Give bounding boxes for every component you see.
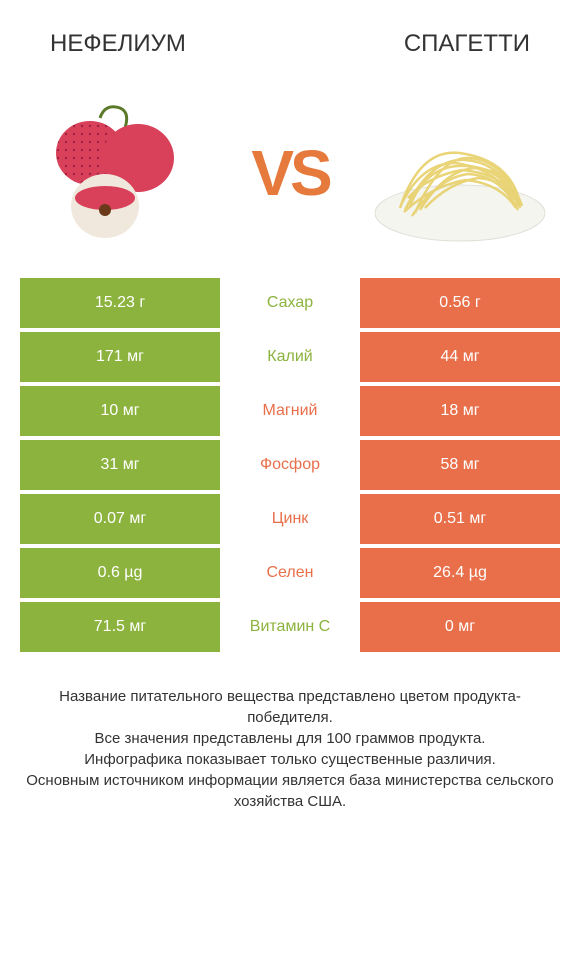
left-value-cell: 31 мг xyxy=(20,440,220,490)
comparison-row: 0.6 µgСелен26.4 µg xyxy=(20,548,560,598)
comparison-row: 31 мгФосфор58 мг xyxy=(20,440,560,490)
right-product-title: СПАГЕТТИ xyxy=(404,30,530,58)
vs-label: VS xyxy=(251,136,328,210)
footer-line-3: Инфографика показывает только существенн… xyxy=(20,749,560,770)
footer-line-4: Основным источником информации является … xyxy=(20,770,560,812)
right-value-cell: 0.56 г xyxy=(360,278,560,328)
comparison-table: 15.23 гСахар0.56 г171 мгКалий44 мг10 мгМ… xyxy=(0,278,580,652)
right-value-cell: 18 мг xyxy=(360,386,560,436)
right-value-cell: 26.4 µg xyxy=(360,548,560,598)
nutrient-label: Магний xyxy=(220,386,360,436)
nutrient-label: Цинк xyxy=(220,494,360,544)
footer-line-2: Все значения представлены для 100 граммо… xyxy=(20,728,560,749)
nutrient-label: Сахар xyxy=(220,278,360,328)
left-value-cell: 10 мг xyxy=(20,386,220,436)
header: НЕФЕЛИУМ СПАГЕТТИ xyxy=(0,0,580,68)
left-value-cell: 171 мг xyxy=(20,332,220,382)
comparison-row: 171 мгКалий44 мг xyxy=(20,332,560,382)
left-value-cell: 0.6 µg xyxy=(20,548,220,598)
nutrient-label: Селен xyxy=(220,548,360,598)
left-value-cell: 15.23 г xyxy=(20,278,220,328)
comparison-row: 71.5 мгВитамин C0 мг xyxy=(20,602,560,652)
right-value-cell: 0 мг xyxy=(360,602,560,652)
comparison-row: 0.07 мгЦинк0.51 мг xyxy=(20,494,560,544)
left-value-cell: 71.5 мг xyxy=(20,602,220,652)
comparison-row: 10 мгМагний18 мг xyxy=(20,386,560,436)
left-product-image xyxy=(30,98,210,248)
right-value-cell: 44 мг xyxy=(360,332,560,382)
nutrient-label: Калий xyxy=(220,332,360,382)
right-product-image xyxy=(370,98,550,248)
comparison-row: 15.23 гСахар0.56 г xyxy=(20,278,560,328)
footer-notes: Название питательного вещества представл… xyxy=(0,656,580,812)
left-value-cell: 0.07 мг xyxy=(20,494,220,544)
footer-line-1: Название питательного вещества представл… xyxy=(20,686,560,728)
nutrient-label: Фосфор xyxy=(220,440,360,490)
nutrient-label: Витамин C xyxy=(220,602,360,652)
hero-row: VS xyxy=(0,68,580,278)
right-value-cell: 58 мг xyxy=(360,440,560,490)
left-product-title: НЕФЕЛИУМ xyxy=(50,30,186,58)
right-value-cell: 0.51 мг xyxy=(360,494,560,544)
